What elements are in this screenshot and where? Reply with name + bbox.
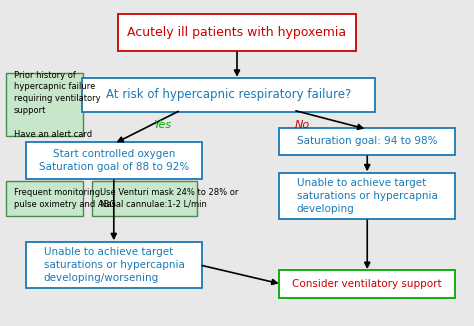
FancyBboxPatch shape: [26, 142, 202, 179]
Text: Use Venturi mask 24% to 28% or
Nasal cannulae:1-2 L/min: Use Venturi mask 24% to 28% or Nasal can…: [100, 188, 238, 209]
FancyBboxPatch shape: [26, 242, 202, 288]
FancyBboxPatch shape: [6, 181, 83, 216]
FancyBboxPatch shape: [279, 128, 455, 155]
Text: At risk of hypercapnic respiratory failure?: At risk of hypercapnic respiratory failu…: [106, 88, 351, 101]
Text: Prior history of
hypercapnic failure
requiring ventilatory
support

Have an aler: Prior history of hypercapnic failure req…: [14, 70, 100, 139]
Text: No: No: [295, 120, 310, 129]
Text: Start controlled oxygen
Saturation goal of 88 to 92%: Start controlled oxygen Saturation goal …: [39, 149, 189, 172]
FancyBboxPatch shape: [82, 78, 375, 112]
Text: Yes: Yes: [153, 120, 171, 129]
Text: Unable to achieve target
saturations or hypercapnia
developing/worsening: Unable to achieve target saturations or …: [44, 246, 184, 283]
Text: Frequent monitoring:
pulse oximetry and ABG: Frequent monitoring: pulse oximetry and …: [14, 188, 116, 209]
Text: Saturation goal: 94 to 98%: Saturation goal: 94 to 98%: [297, 136, 437, 146]
Text: Consider ventilatory support: Consider ventilatory support: [292, 279, 442, 289]
FancyBboxPatch shape: [279, 172, 455, 219]
FancyBboxPatch shape: [118, 14, 356, 51]
Text: Unable to achieve target
saturations or hypercapnia
developing: Unable to achieve target saturations or …: [297, 178, 438, 214]
FancyBboxPatch shape: [279, 270, 455, 298]
FancyBboxPatch shape: [6, 73, 83, 136]
FancyBboxPatch shape: [92, 181, 197, 216]
Text: Acutely ill patients with hypoxemia: Acutely ill patients with hypoxemia: [128, 26, 346, 39]
